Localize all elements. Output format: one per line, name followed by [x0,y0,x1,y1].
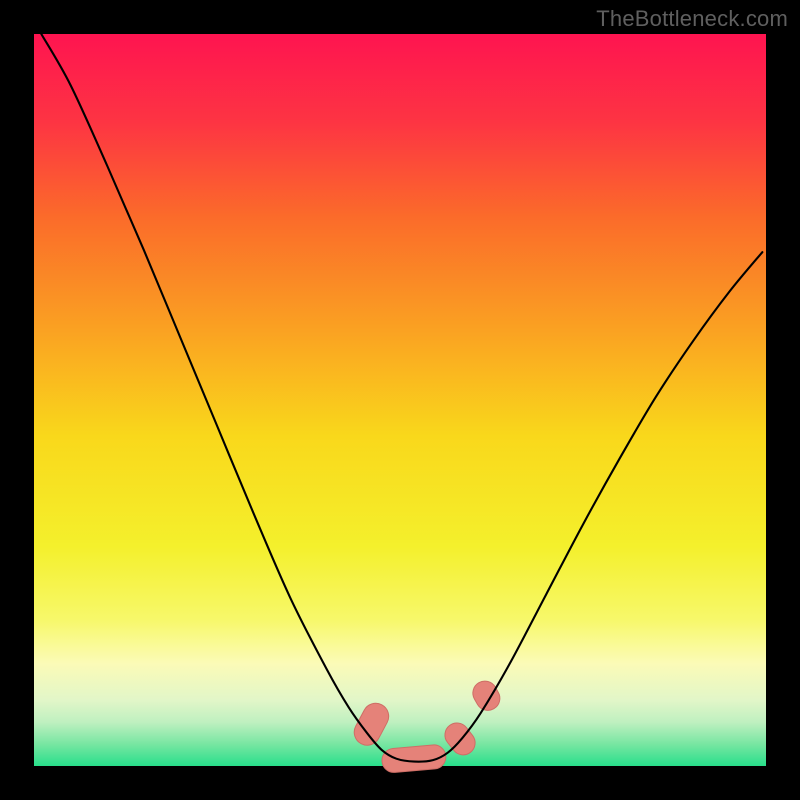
watermark-text: TheBottleneck.com [596,6,788,32]
plot-background [34,34,766,766]
chart-canvas: TheBottleneck.com [0,0,800,800]
chart-svg [0,0,800,800]
